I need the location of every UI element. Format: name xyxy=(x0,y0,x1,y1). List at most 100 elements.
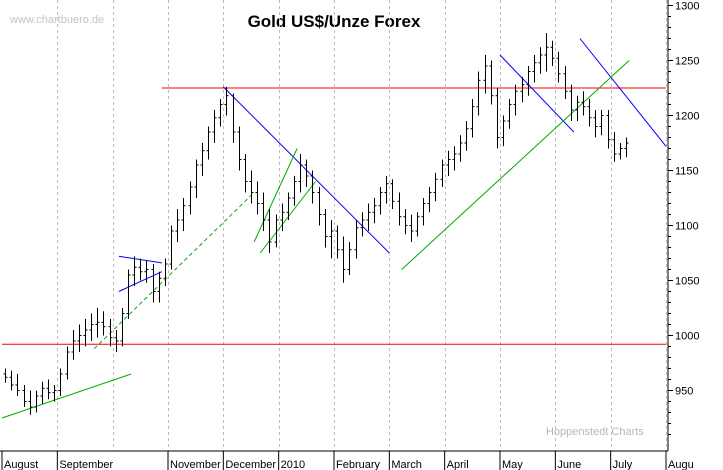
ohlc-bar-5 xyxy=(34,390,39,413)
chart-title: Gold US$/Unze Forex xyxy=(248,12,421,31)
ohlc-bar-3 xyxy=(22,385,27,407)
y-tick-label-950: 950 xyxy=(675,386,693,398)
ohlc-bar-11 xyxy=(71,330,76,360)
x-label-augu: Augu xyxy=(668,459,694,470)
ohlc-bar-1 xyxy=(9,370,14,391)
ohlc-bar-52 xyxy=(323,209,328,248)
ohlc-bar-22 xyxy=(138,258,143,281)
ohlc-bar-95 xyxy=(587,99,592,127)
watermark-top: www.chartbuero.de xyxy=(9,14,104,26)
ohlc-bar-31 xyxy=(194,159,199,198)
ohlc-bar-44 xyxy=(274,214,279,248)
ohlc-bar-45 xyxy=(280,203,285,231)
ohlc-bar-86 xyxy=(532,55,537,83)
ohlc-bar-71 xyxy=(440,159,445,187)
ohlc-bar-37 xyxy=(231,93,236,143)
trendline-11 xyxy=(118,271,163,292)
trendline-9 xyxy=(93,192,255,350)
ohlc-bar-2 xyxy=(15,374,20,396)
ohlc-bar-13 xyxy=(83,319,88,347)
x-label-july: July xyxy=(613,459,633,470)
ohlc-bar-81 xyxy=(501,115,506,147)
ohlc-bar-19 xyxy=(120,308,125,347)
x-label-june: June xyxy=(557,459,581,470)
x-label-november: November xyxy=(170,459,221,470)
ohlc-bar-32 xyxy=(200,143,205,176)
ohlc-bar-62 xyxy=(384,176,389,204)
ohlc-bar-14 xyxy=(89,313,94,341)
ohlc-bar-4 xyxy=(28,390,33,415)
ohlc-bar-28 xyxy=(175,209,180,242)
ohlc-bar-69 xyxy=(427,187,432,213)
ohlc-bar-25 xyxy=(157,271,162,303)
ohlc-bar-27 xyxy=(169,225,174,270)
x-label-2010: 2010 xyxy=(281,459,305,470)
ohlc-bar-96 xyxy=(593,110,598,138)
ohlc-bar-92 xyxy=(569,84,574,121)
ohlc-bar-87 xyxy=(538,47,543,74)
ohlc-bar-101 xyxy=(624,137,629,158)
ohlc-bar-16 xyxy=(101,311,106,336)
ohlc-bar-38 xyxy=(237,126,242,171)
ohlc-bar-60 xyxy=(372,198,377,224)
ohlc-bar-18 xyxy=(114,330,119,352)
y-tick-label-1200: 1200 xyxy=(675,111,699,123)
y-axis-ticks: 950 1000 1050 1100 1150 1200 1250 1300 xyxy=(668,1,699,435)
ohlc-bar-75 xyxy=(464,121,469,151)
ohlc-bar-12 xyxy=(77,324,82,352)
ohlc-bar-56 xyxy=(347,242,352,275)
x-label-september: September xyxy=(59,459,113,470)
y-tick-label-1050: 1050 xyxy=(675,276,699,288)
trendlines xyxy=(1,38,667,419)
ohlc-bar-88 xyxy=(544,33,549,72)
ohlc-bar-55 xyxy=(341,236,346,283)
ohlc-bar-63 xyxy=(390,179,395,209)
ohlc-bar-42 xyxy=(261,192,266,231)
ohlc-bar-30 xyxy=(188,181,193,215)
ohlc-bar-53 xyxy=(329,220,334,259)
ohlc-bar-72 xyxy=(446,150,451,176)
y-tick-label-1000: 1000 xyxy=(675,331,699,343)
ohlc-bar-36 xyxy=(224,86,229,116)
ohlc-bar-33 xyxy=(206,126,211,160)
ohlc-bar-20 xyxy=(126,269,131,319)
ohlc-bar-15 xyxy=(95,308,100,338)
ohlc-bar-54 xyxy=(335,225,340,259)
ohlc-bar-85 xyxy=(526,66,531,96)
x-label-august: August xyxy=(4,459,38,470)
ohlc-bar-51 xyxy=(317,187,322,226)
x-label-march: March xyxy=(391,459,422,470)
ohlc-bar-7 xyxy=(46,379,51,400)
trendline-6 xyxy=(401,60,630,270)
ohlc-bar-40 xyxy=(249,170,254,204)
ohlc-bar-48 xyxy=(298,154,303,193)
ohlc-bar-35 xyxy=(218,99,223,127)
ohlc-bar-93 xyxy=(575,95,580,121)
x-label-december: December xyxy=(225,459,276,470)
x-label-may: May xyxy=(502,459,523,470)
trendline-8 xyxy=(253,148,298,243)
ohlc-bar-24 xyxy=(151,264,156,303)
ohlc-bar-68 xyxy=(421,198,426,226)
ohlc-bar-66 xyxy=(409,214,414,242)
ohlc-bar-17 xyxy=(108,319,113,347)
y-tick-label-1100: 1100 xyxy=(675,221,699,233)
ohlc-bar-70 xyxy=(433,172,438,202)
plot-area xyxy=(0,0,668,451)
ohlc-bar-41 xyxy=(255,181,260,215)
ohlc-bars xyxy=(3,33,629,415)
ohlc-bar-82 xyxy=(507,99,512,129)
ohlc-bar-91 xyxy=(563,66,568,99)
ohlc-bar-90 xyxy=(556,51,561,83)
x-label-february: February xyxy=(336,459,381,470)
ohlc-bar-94 xyxy=(581,91,586,116)
ohlc-bar-58 xyxy=(360,212,365,237)
ohlc-bar-0 xyxy=(3,368,8,383)
y-tick-label-1250: 1250 xyxy=(675,56,699,68)
ohlc-bar-64 xyxy=(397,192,402,226)
ohlc-bar-9 xyxy=(58,368,63,396)
x-label-april: April xyxy=(447,459,469,470)
y-tick-label-1150: 1150 xyxy=(675,166,699,178)
ohlc-bar-8 xyxy=(52,385,57,402)
